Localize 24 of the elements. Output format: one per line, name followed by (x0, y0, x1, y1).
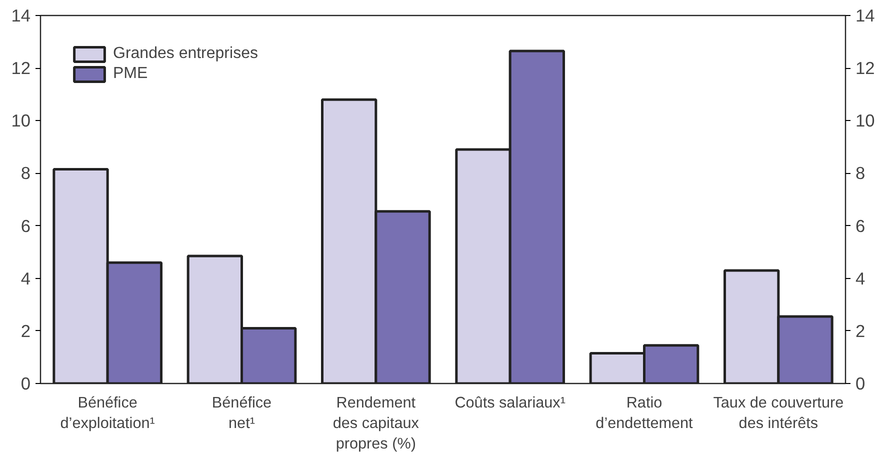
x-tick-label: Rendement des capitaux propres (%) (332, 394, 420, 452)
y-tick-label: 2 (20, 320, 31, 341)
y-tick-label: 0 (20, 374, 31, 394)
y2-tick-label: 14 (856, 6, 876, 26)
y2-tick-label: 4 (856, 268, 866, 288)
y-tick-label: 8 (20, 163, 31, 184)
x-tick-label: Bénéfice d’exploitation¹ (60, 394, 155, 432)
legend-label: Grandes entreprises (113, 45, 258, 63)
y-tick-label: 10 (11, 110, 31, 131)
y2-tick-label: 0 (856, 374, 866, 394)
y-tick-label: 14 (11, 6, 31, 26)
y2-tick-label: 8 (856, 163, 866, 184)
y2-tick-label: 12 (856, 58, 875, 78)
legend-label: PME (113, 65, 148, 83)
x-tick-label: Taux de couverture des intérêts (713, 394, 844, 432)
y2-tick-label: 6 (856, 216, 866, 236)
y-tick-label: 4 (20, 268, 31, 288)
x-tick-label: Ratio d’endettement (596, 394, 694, 432)
x-tick-label: Coûts salariaux¹ (454, 394, 566, 412)
y2-tick-label: 10 (856, 110, 875, 131)
y-tick-label: 12 (11, 58, 31, 78)
y-tick-label: 6 (20, 216, 31, 236)
x-tick-label: Bénéfice net¹ (212, 394, 272, 432)
y2-tick-label: 2 (856, 320, 866, 341)
